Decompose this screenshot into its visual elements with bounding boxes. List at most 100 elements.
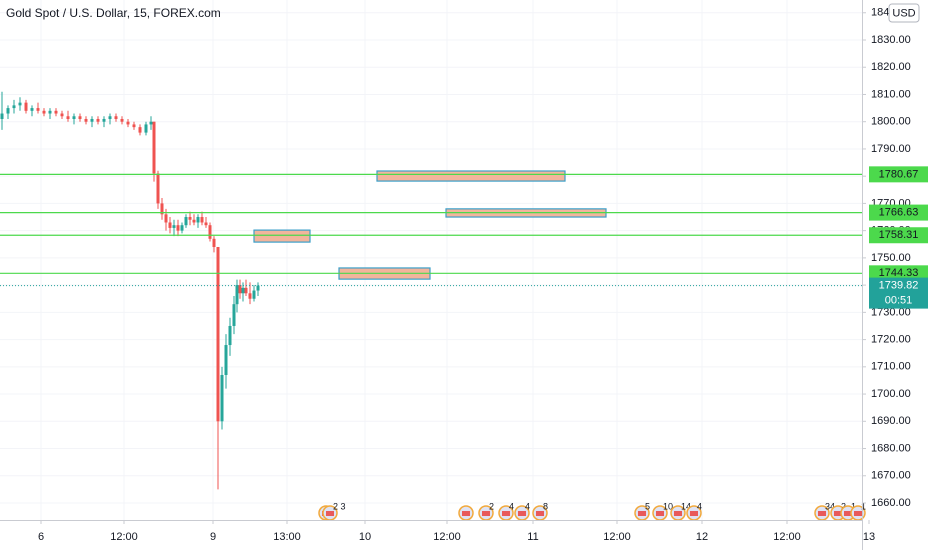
candle-body xyxy=(54,110,58,114)
candle-body xyxy=(144,124,148,133)
candle-body xyxy=(224,345,228,375)
candle-body xyxy=(66,116,70,119)
level-price-box xyxy=(869,227,928,244)
event-flag xyxy=(502,511,510,516)
level-price-box xyxy=(869,166,928,183)
candle-body xyxy=(114,116,118,119)
event-flag xyxy=(326,511,334,516)
candle-body xyxy=(160,203,164,215)
x-tick-label: 11 xyxy=(527,531,538,543)
y-tick-label: 1680.00 xyxy=(871,442,911,454)
level-price-label: 1744.33 xyxy=(879,267,919,279)
candle-body xyxy=(244,287,248,294)
candle-body xyxy=(256,285,260,291)
candle-body xyxy=(152,121,156,174)
x-tick-label: 9 xyxy=(210,531,216,543)
y-tick-label: 1730.00 xyxy=(871,306,911,318)
event-flag xyxy=(818,511,826,516)
event-flag xyxy=(656,511,664,516)
candle-body xyxy=(204,222,208,226)
candle-body xyxy=(172,225,176,228)
candle-body xyxy=(102,118,106,122)
event-label: 4 xyxy=(509,501,514,511)
event-label: 2 3 xyxy=(333,501,346,511)
chart-title: Gold Spot / U.S. Dollar, 15, FOREX.com xyxy=(6,6,221,20)
y-tick-label: 1700.00 xyxy=(871,388,911,400)
event-flag xyxy=(834,511,842,516)
y-tick-label: 1690.00 xyxy=(871,415,911,427)
event-flag xyxy=(674,511,682,516)
x-tick-label: 13:00 xyxy=(273,531,301,543)
candle-body xyxy=(0,113,4,119)
candle-body xyxy=(238,285,242,294)
candle-body xyxy=(78,116,82,119)
candle-body xyxy=(108,116,112,119)
candle-body xyxy=(200,217,204,223)
event-flag xyxy=(844,511,852,516)
x-tick-label: 12:00 xyxy=(110,531,138,543)
x-tick-label: 10 xyxy=(359,531,371,543)
event-flag xyxy=(690,511,698,516)
candle-body xyxy=(248,293,252,299)
currency-button[interactable] xyxy=(888,3,920,23)
y-tick-label: 1670.00 xyxy=(871,470,911,482)
y-tick-label: 1810.00 xyxy=(871,88,911,100)
event-label: 8 xyxy=(543,501,548,511)
x-tick-label: 6 xyxy=(38,531,44,543)
level-price-box xyxy=(869,265,928,282)
last-price-box xyxy=(869,277,928,309)
y-tick-label: 1800.00 xyxy=(871,116,911,128)
event-label: 1 xyxy=(861,501,866,511)
candle-body xyxy=(216,246,220,422)
event-flag xyxy=(482,511,490,516)
x-tick-label: 12:00 xyxy=(773,531,801,543)
candle-body xyxy=(220,374,224,422)
candle-body xyxy=(84,118,88,122)
level-price-label: 1758.31 xyxy=(879,229,919,241)
candle-body xyxy=(184,217,188,226)
y-tick-label: 1660.00 xyxy=(871,497,911,509)
candle-body xyxy=(164,214,168,223)
last-price-label: 1739.82 xyxy=(879,280,919,292)
candle-body xyxy=(48,110,52,114)
y-tick-label: 1750.00 xyxy=(871,252,911,264)
candle-body xyxy=(12,105,16,109)
currency-label[interactable]: USD xyxy=(892,7,915,19)
candle-body xyxy=(168,222,172,228)
candle-body xyxy=(156,173,160,204)
candle-body xyxy=(176,225,180,231)
candle-body xyxy=(188,217,192,220)
zone xyxy=(253,229,311,243)
candle-body xyxy=(252,290,256,299)
x-tick-label: 13 xyxy=(863,531,875,543)
level-price-box xyxy=(869,204,928,221)
candle-body xyxy=(60,113,64,117)
candle-body xyxy=(24,102,28,111)
x-tick-label: 12 xyxy=(696,531,708,543)
x-tick-label: 12:00 xyxy=(433,531,461,543)
candle-body xyxy=(132,124,136,128)
candle-body xyxy=(96,118,100,122)
candle-body xyxy=(90,118,94,122)
countdown: 00:51 xyxy=(885,295,913,307)
event-label: 10 xyxy=(663,501,673,511)
level-price-label: 1766.63 xyxy=(879,206,919,218)
candle-body xyxy=(149,121,153,125)
level-price-label: 1780.67 xyxy=(879,168,919,180)
y-tick-label: 1720.00 xyxy=(871,333,911,345)
x-tick-label: 12:00 xyxy=(603,531,631,543)
event-label: 5 xyxy=(645,501,650,511)
event-label: 4 xyxy=(697,501,702,511)
candle-body xyxy=(72,116,76,119)
event-flag xyxy=(518,511,526,516)
y-tick-label: 1710.00 xyxy=(871,361,911,373)
candle-body xyxy=(120,118,124,122)
event-label: 34 xyxy=(825,501,835,511)
event-label: 1 xyxy=(851,501,856,511)
y-tick-label: 1820.00 xyxy=(871,61,911,73)
candle-body xyxy=(192,219,196,223)
event-label: 14 xyxy=(681,501,691,511)
event-label: 2 xyxy=(841,501,846,511)
